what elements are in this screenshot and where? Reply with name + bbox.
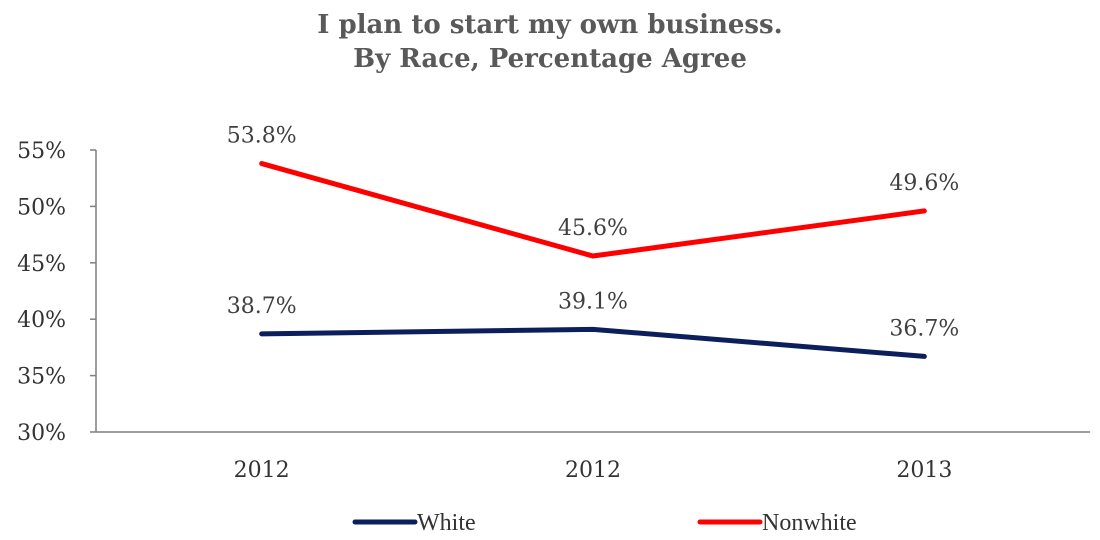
data-label: 53.8% bbox=[227, 124, 297, 149]
series-line-nonwhite bbox=[259, 161, 927, 259]
series-line-white bbox=[259, 326, 927, 359]
y-tick-label: 55% bbox=[17, 139, 66, 164]
chart-subtitle: By Race, Percentage Agree bbox=[353, 44, 747, 74]
legend-label: White bbox=[417, 510, 476, 536]
x-tick-label: 2013 bbox=[896, 458, 952, 483]
y-tick-label: 40% bbox=[17, 308, 66, 333]
data-label: 36.7% bbox=[889, 316, 959, 341]
series-lines bbox=[259, 161, 927, 359]
legend-label: Nonwhite bbox=[762, 510, 857, 536]
data-label: 39.1% bbox=[558, 289, 628, 314]
x-tick-label: 2012 bbox=[234, 458, 290, 483]
data-label: 45.6% bbox=[558, 216, 628, 241]
axes: 30% 35% 40% 45% 50% 55% 2012 2012 2013 bbox=[17, 139, 1090, 483]
y-tick-label: 30% bbox=[17, 421, 66, 446]
y-tick-label: 50% bbox=[17, 195, 66, 220]
data-label: 38.7% bbox=[227, 294, 297, 319]
y-tick-label: 35% bbox=[17, 365, 66, 390]
y-tick-label: 45% bbox=[17, 252, 66, 277]
data-label: 49.6% bbox=[889, 171, 959, 196]
x-tick-label: 2012 bbox=[565, 458, 621, 483]
legend: White Nonwhite bbox=[352, 510, 857, 536]
chart-title: I plan to start my own business. bbox=[317, 10, 783, 40]
chart-title-block: I plan to start my own business. By Race… bbox=[0, 8, 1100, 76]
data-labels: 38.7% 39.1% 36.7% 53.8% 45.6% 49.6% bbox=[227, 124, 960, 342]
